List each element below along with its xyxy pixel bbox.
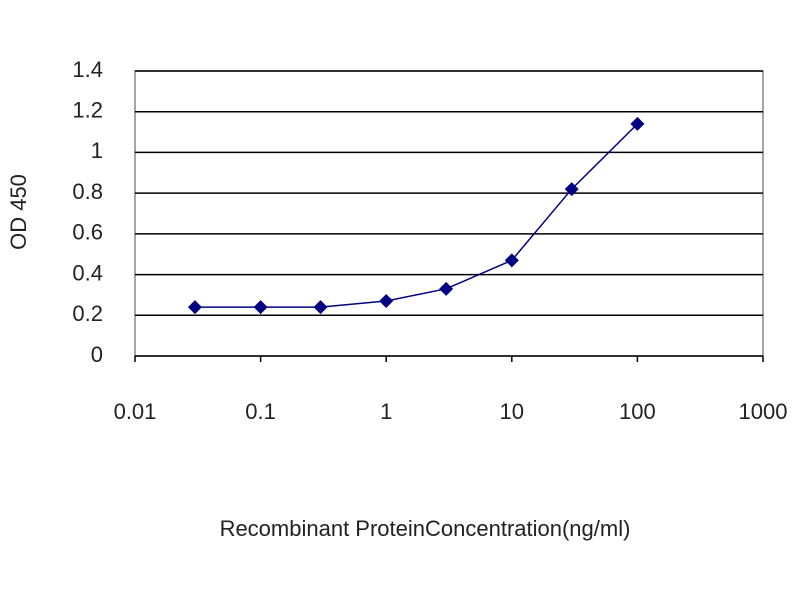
y-tick-label: 0.8	[72, 179, 103, 204]
data-point	[313, 300, 328, 315]
y-tick-label: 0.2	[72, 301, 103, 326]
x-tick-label: 0.1	[245, 399, 276, 424]
y-tick-label: 0.6	[72, 220, 103, 245]
x-axis-label: Recombinant ProteinConcentration(ng/ml)	[220, 516, 631, 541]
x-tick-label: 1	[380, 399, 392, 424]
x-tick-label: 0.01	[114, 399, 157, 424]
y-axis-label: OD 450	[6, 174, 31, 250]
data-point	[564, 182, 579, 197]
x-tick-label: 100	[619, 399, 656, 424]
x-tick-label: 10	[500, 399, 524, 424]
plot-area	[134, 70, 764, 357]
y-tick-label: 1.4	[72, 57, 103, 82]
y-tick-label: 1.2	[72, 98, 103, 123]
data-point	[504, 253, 519, 268]
data-point	[630, 116, 645, 131]
data-point	[379, 294, 394, 309]
data-point	[439, 281, 454, 296]
data-line	[194, 123, 638, 308]
y-tick-label: 1	[91, 138, 103, 163]
data-point	[253, 300, 268, 315]
x-tick-label: 1000	[739, 399, 788, 424]
data-point	[187, 300, 202, 315]
y-tick-label: 0.4	[72, 260, 103, 285]
y-tick-label: 0	[91, 342, 103, 367]
